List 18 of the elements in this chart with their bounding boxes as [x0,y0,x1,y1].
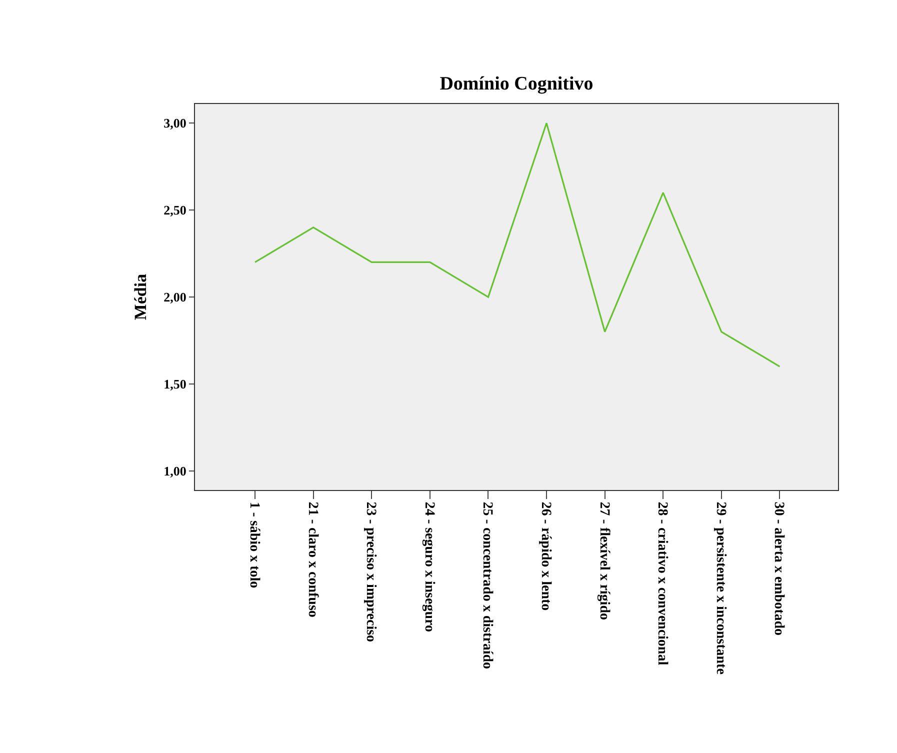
y-tick-label: 2,00 [164,290,186,305]
x-tick-label: 23 - preciso x impreciso [363,502,378,642]
y-tick-label: 2,50 [164,202,186,218]
chart-title: Domínio Cognitivo [440,74,594,95]
x-tick-label: 21 - claro x confuso [304,502,320,618]
x-tick-label: 27 - flexível x rígido [596,502,612,620]
y-tick-label: 3,00 [164,116,186,131]
x-tick-label: 29 - persistente x inconstante [712,502,728,674]
x-tick-label: 26 - rápido x lento [538,502,553,611]
x-tick-label: 28 - criativo x convencional [654,502,670,666]
y-tick-label: 1,00 [164,463,186,478]
x-tick-label: 1 - sábio x tolo [246,502,262,588]
y-tick-label: 1,50 [164,376,186,392]
y-axis-title: Média [131,273,150,320]
x-tick-label: 25 - concentrado x distraído [480,502,495,670]
line-series [254,122,780,368]
x-tick-label: 30 - alerta x embotado [771,502,786,636]
x-tick-label: 24 - seguro x inseguro [421,502,436,632]
